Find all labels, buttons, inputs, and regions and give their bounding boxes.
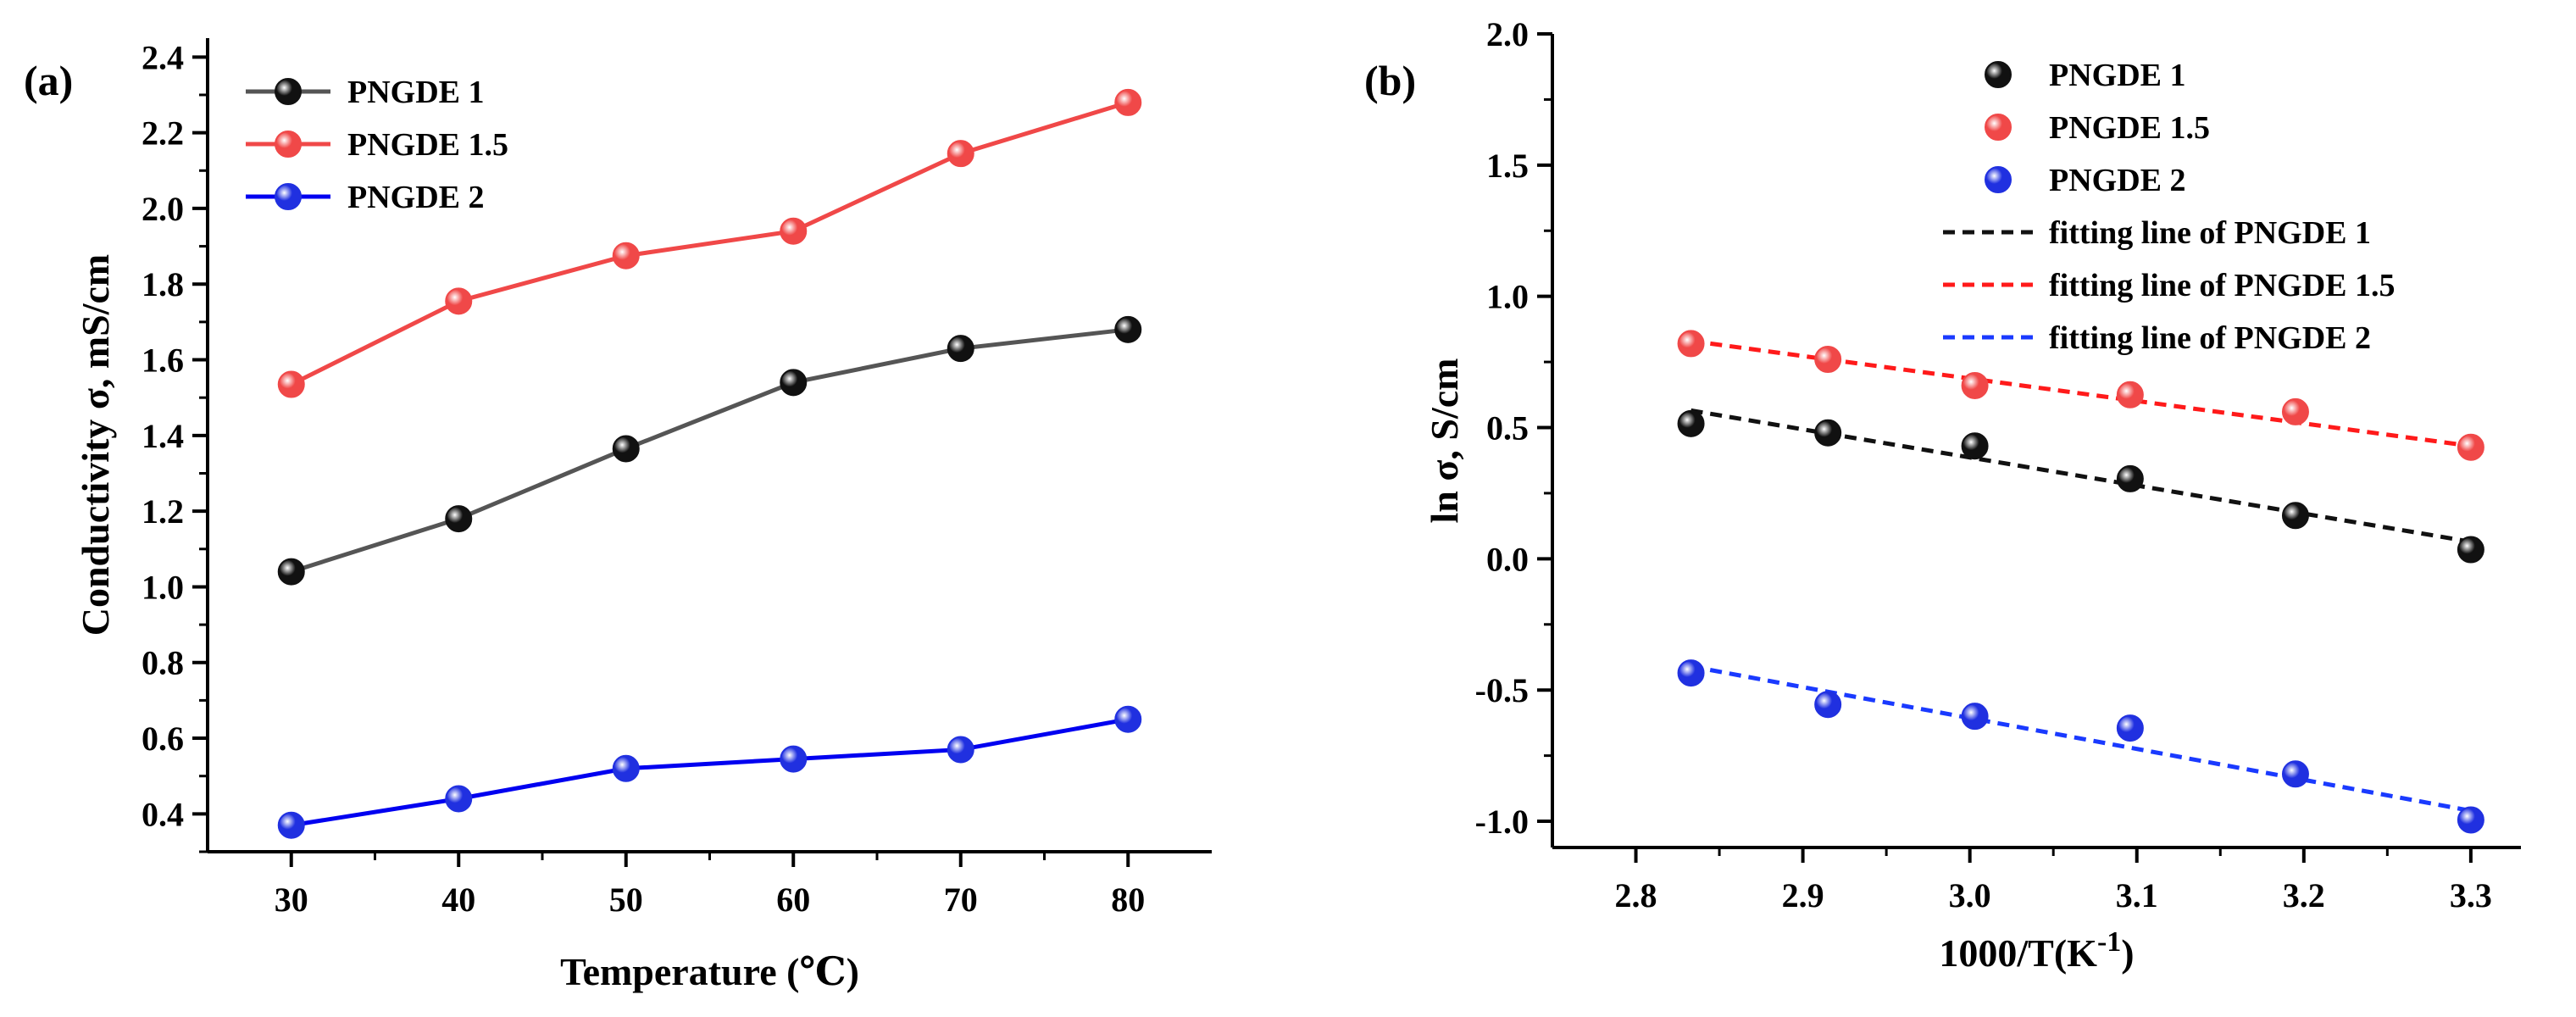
arrhenius-plot-chart: 2.8 2.9 3.0 3.1 3.2 3.3 -1.0 -0.5 0.0 0.5 1.0 1.5 2.… [1423,15,2521,975]
data-point [1961,371,1989,399]
data-point [780,217,808,245]
data-point [277,370,305,398]
x-axis-label: 1000/T(K-1) [1939,926,2134,975]
panel-b-label: (b) [1364,57,1416,104]
x-tick-label: 50 [609,881,643,919]
x-tick-label: 3.2 [2283,876,2325,914]
series-line-1 [290,327,1129,574]
data-point [1677,330,1705,358]
data-point [612,754,640,782]
data-point [780,745,808,773]
y-tick-label: -0.5 [1475,671,1529,709]
data-point [2457,433,2484,461]
legend-marker [1985,114,2012,141]
data-point [947,736,974,764]
x-tick-label: 80 [1111,881,1145,919]
y-tick-label: 1.4 [142,417,184,455]
x-tick-label: 30 [275,881,308,919]
fit-line-3 [1690,664,2472,814]
legend-label: PNGDE 1.5 [2049,110,2210,146]
legend-label: PNGDE 1.5 [347,127,508,163]
data-point [1814,346,1842,373]
legend-label: PNGDE 1 [347,75,485,110]
data-point [947,140,974,168]
data-point [2116,381,2144,408]
x-tick-label: 3.3 [2450,876,2492,914]
legend-marker [275,131,302,158]
x-tick-label: 2.9 [1782,876,1824,914]
y-tick-label: 0.6 [142,720,184,758]
y-axis-label: Conductivity σ, mS/cm [74,254,117,636]
data-point [1114,88,1142,116]
y-tick-label: 2.2 [142,114,184,153]
y-tick-label: 2.0 [1486,15,1529,53]
data-point [1814,419,1842,447]
x-axis-label: Temperature (℃) [560,950,859,993]
data-point [1677,659,1705,687]
y-tick-label: 2.0 [142,190,184,228]
panel-a-label: (a) [24,57,73,104]
data-point [2281,502,2309,530]
data-point [2281,760,2309,788]
y-tick-label: 1.6 [142,342,184,380]
data-point [277,811,305,839]
legend-marker [1985,166,2012,193]
data-point [1677,409,1705,437]
data-point [2457,806,2484,834]
data-point [2281,397,2309,425]
data-point [2116,464,2144,492]
data-point [2457,536,2484,564]
legend-label: fitting line of PNGDE 2 [2049,320,2371,356]
data-point [612,242,640,270]
x-tick-label: 60 [776,881,810,919]
y-tick-label: 2.4 [142,38,184,76]
data-point [2116,714,2144,742]
y-tick-label: 0.0 [1486,540,1529,578]
legend-marker [1985,61,2012,88]
data-point [612,435,640,463]
data-point [947,335,974,363]
x-tick-label: 70 [944,881,978,919]
x-axis-label-superscript: -1 [2097,926,2121,958]
y-tick-label: 1.0 [1486,278,1529,316]
x-tick-label: 40 [441,881,475,919]
y-tick-label: 1.8 [142,265,184,303]
data-point [445,505,473,533]
y-tick-label: 1.5 [1486,147,1529,185]
data-point [1114,315,1142,343]
y-tick-label: 0.4 [142,795,184,833]
x-axis-label-end: ) [2121,931,2134,975]
legend-marker [275,78,302,105]
legend-marker [275,183,302,210]
legend-label: PNGDE 2 [347,180,485,215]
x-tick-label: 3.0 [1949,876,1991,914]
x-tick-label: 3.1 [2116,876,2158,914]
data-point [445,287,473,315]
fit-line-2 [1690,338,2472,448]
data-point [445,785,473,813]
x-axis-label-main: 1000/T(K [1939,931,2097,975]
series-line-2 [290,100,1129,386]
y-tick-label: 0.8 [142,644,184,682]
y-tick-label: 0.5 [1486,409,1529,447]
data-point [1814,691,1842,719]
data-point [780,369,808,397]
y-tick-label: -1.0 [1475,803,1529,841]
legend-label: fitting line of PNGDE 1.5 [2049,268,2395,303]
data-point [1114,705,1142,733]
series-line-3 [291,717,1129,828]
y-axis-label: ln σ, S/cm [1423,358,1466,524]
legend-label: fitting line of PNGDE 1 [2049,215,2371,251]
legend-label: PNGDE 1 [2049,58,2186,93]
fit-line-1 [1690,408,2472,544]
y-tick-label: 1.2 [142,492,184,531]
x-tick-label: 2.8 [1615,876,1657,914]
conductivity-vs-temperature-chart: 30 40 50 60 70 80 0.4 0.6 0.8 1.0 1.2 1.4 1.6 1.8 2.0 2… [74,38,1212,993]
data-point [1961,432,1989,460]
data-point [1961,703,1989,731]
data-point [277,558,305,586]
legend-label: PNGDE 2 [2049,163,2186,198]
y-tick-label: 1.0 [142,568,184,606]
